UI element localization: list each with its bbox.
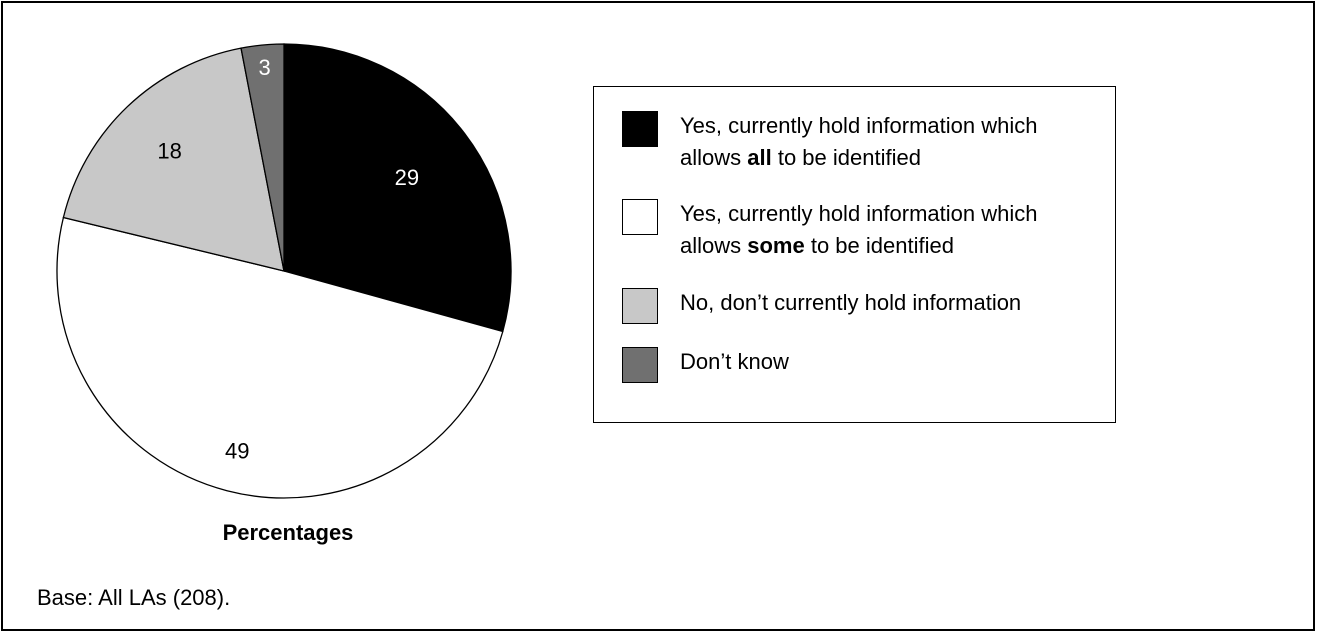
legend-item-dont-know: Don’t know [622, 346, 789, 383]
legend-swatch-no [622, 288, 658, 324]
legend-label-some: Yes, currently hold information which al… [680, 198, 1037, 262]
slice-no [62, 47, 285, 272]
legend-label-dont-know: Don’t know [680, 349, 789, 374]
legend-item-all: Yes, currently hold information which al… [622, 110, 1037, 174]
slice-dont-know-label: 3 [258, 55, 270, 80]
slice-some-label: 49 [225, 439, 249, 464]
legend-label-some-line1: Yes, currently hold information which [680, 201, 1038, 226]
legend-label-some-bold: some [747, 233, 805, 258]
chart-title: Percentages [222, 520, 354, 545]
pie-chart: 29 49 18 3 [56, 43, 512, 499]
slice-some [56, 216, 504, 499]
legend-label-all-pre: allows [680, 145, 748, 170]
legend-label-all-bold: all [747, 145, 772, 170]
slice-no-label: 18 [157, 139, 181, 164]
legend: Yes, currently hold information which al… [593, 86, 1116, 423]
legend-label-some-post: to be identified [804, 233, 954, 258]
slice-all-label: 29 [395, 165, 419, 190]
legend-swatch-all [622, 111, 658, 147]
legend-label-no: No, don’t currently hold information [680, 290, 1022, 315]
legend-swatch-some [622, 199, 658, 235]
legend-swatch-dont-know [622, 347, 658, 383]
base-note: Base: All LAs (208). [37, 585, 231, 610]
slice-all [283, 43, 512, 333]
slice-dont-know [240, 43, 285, 272]
legend-label-some-pre: allows [680, 233, 748, 258]
legend-label-all-post: to be identified [771, 145, 921, 170]
legend-item-some: Yes, currently hold information which al… [622, 198, 1037, 262]
legend-label-all-line1: Yes, currently hold information which [680, 113, 1038, 138]
legend-label-all: Yes, currently hold information which al… [680, 110, 1037, 174]
legend-item-no: No, don’t currently hold information [622, 287, 1021, 324]
